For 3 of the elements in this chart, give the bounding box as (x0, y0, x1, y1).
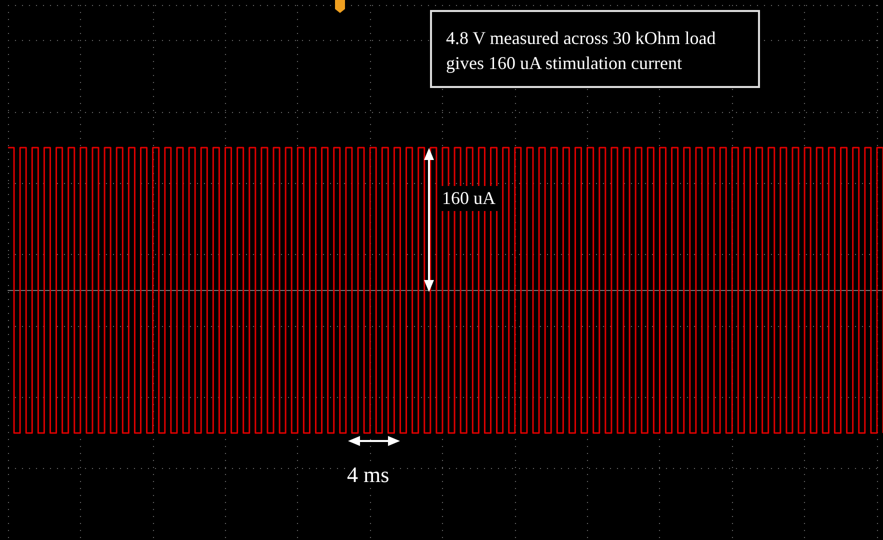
text: 4 ms (345, 462, 392, 487)
annotation: 160 uA (440, 186, 498, 211)
text: 4.8 V measured across 30 kOhm load gives 160 uA stimulation current (430, 10, 760, 88)
